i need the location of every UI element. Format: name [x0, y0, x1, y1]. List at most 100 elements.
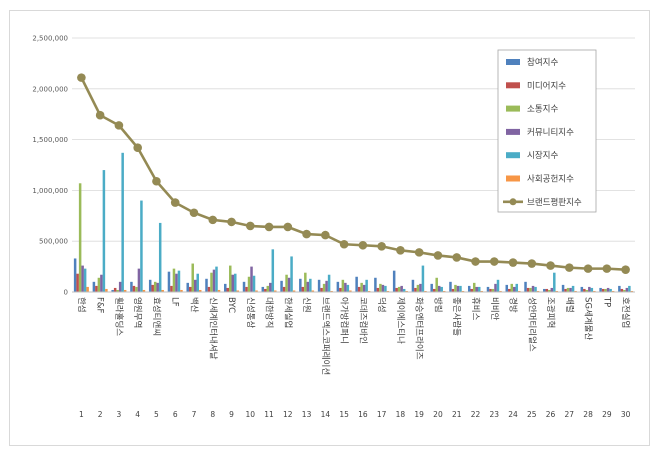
category-label: 비비안: [489, 297, 500, 321]
bar: [118, 281, 122, 292]
bar: [585, 289, 589, 292]
rank-label: 27: [565, 410, 575, 419]
category-label: 백산: [188, 297, 199, 313]
bar: [292, 290, 296, 292]
bar: [196, 273, 199, 292]
bar: [317, 279, 321, 292]
category-label: 효성티앤씨: [151, 297, 162, 336]
rank-label: 24: [508, 410, 518, 419]
bar: [304, 272, 307, 292]
line-point: [189, 208, 199, 218]
line-point: [245, 221, 255, 231]
bar: [148, 279, 152, 292]
bar: [215, 266, 218, 292]
rank-label: 9: [229, 410, 234, 419]
bar: [414, 287, 417, 292]
bar: [76, 273, 79, 292]
bar: [561, 284, 565, 292]
bar: [100, 274, 103, 292]
line-point: [583, 264, 593, 273]
bar: [226, 287, 230, 292]
bar: [571, 285, 575, 292]
bar: [105, 288, 108, 292]
category-label: 방림: [432, 297, 443, 313]
bar: [130, 281, 133, 292]
category-label: 성안머티리얼스: [526, 297, 537, 352]
bar: [569, 287, 572, 292]
bar: [432, 288, 436, 292]
bar: [236, 290, 240, 292]
bar: [400, 285, 403, 292]
line-point: [414, 248, 424, 257]
rank-label: 28: [583, 410, 593, 419]
bar: [336, 281, 340, 292]
legend-swatch: [506, 105, 520, 112]
rank-label: 21: [452, 410, 462, 419]
bar: [274, 290, 277, 292]
bar: [545, 288, 549, 292]
line-point: [471, 257, 480, 266]
bar: [191, 263, 194, 292]
bar: [499, 290, 502, 292]
chart-svg: 0 500,000 1,000,000 1,500,000 2,000,000 2,500…: [32, 35, 635, 419]
bar: [113, 287, 117, 292]
bar: [456, 285, 460, 292]
line-point: [114, 121, 124, 130]
category-label: 한세실업: [282, 297, 293, 328]
rank-label: 1: [79, 410, 84, 419]
bar: [111, 289, 114, 292]
rank-label: 5: [154, 410, 159, 419]
bar: [367, 290, 371, 292]
rank-label: 30: [621, 410, 631, 419]
bar: [97, 277, 101, 292]
bar: [132, 285, 136, 292]
bar: [489, 288, 492, 292]
bar: [193, 279, 197, 292]
bar: [524, 281, 527, 292]
category-label: 아가방컴퍼니: [339, 297, 350, 344]
bar: [271, 249, 275, 292]
bar: [419, 283, 422, 292]
category-label: 화승엔터프라이즈: [414, 297, 425, 360]
bar: [611, 290, 615, 292]
bar: [590, 287, 594, 292]
bar: [172, 268, 176, 292]
bar: [583, 288, 586, 292]
bar: [116, 289, 119, 292]
line-point: [264, 222, 274, 232]
legend-label: 사회공헌지수: [527, 175, 574, 185]
bar: [580, 286, 584, 292]
category-label: 휠라홀딩스: [113, 297, 124, 336]
line-point: [152, 176, 161, 186]
bar: [140, 200, 143, 292]
bar: [121, 152, 124, 292]
category-label: 신원: [301, 297, 311, 313]
legend-swatch: [506, 59, 520, 65]
line-point: [602, 264, 612, 273]
bar: [355, 276, 358, 292]
category-label: TP: [601, 296, 611, 307]
line-point: [377, 241, 386, 251]
bar: [623, 289, 626, 292]
bar: [384, 285, 387, 292]
line-point: [396, 246, 405, 255]
bar: [386, 290, 390, 292]
bar: [461, 290, 465, 292]
category-label: 브랜드엑스코퍼레이션: [320, 297, 331, 375]
bar: [379, 283, 382, 292]
rank-label: 25: [527, 410, 537, 419]
bar: [142, 289, 146, 292]
rank-label: 29: [602, 410, 612, 419]
bar: [255, 290, 258, 292]
line-point: [489, 257, 499, 266]
bar: [341, 279, 345, 292]
category-label: 한섬: [76, 297, 87, 313]
bar: [451, 288, 455, 292]
bar: [242, 281, 246, 292]
bar: [475, 286, 478, 292]
bar: [566, 287, 570, 292]
bar: [402, 288, 406, 292]
bar: [290, 256, 293, 292]
bar: [588, 286, 591, 292]
rank-label: 18: [396, 410, 406, 419]
